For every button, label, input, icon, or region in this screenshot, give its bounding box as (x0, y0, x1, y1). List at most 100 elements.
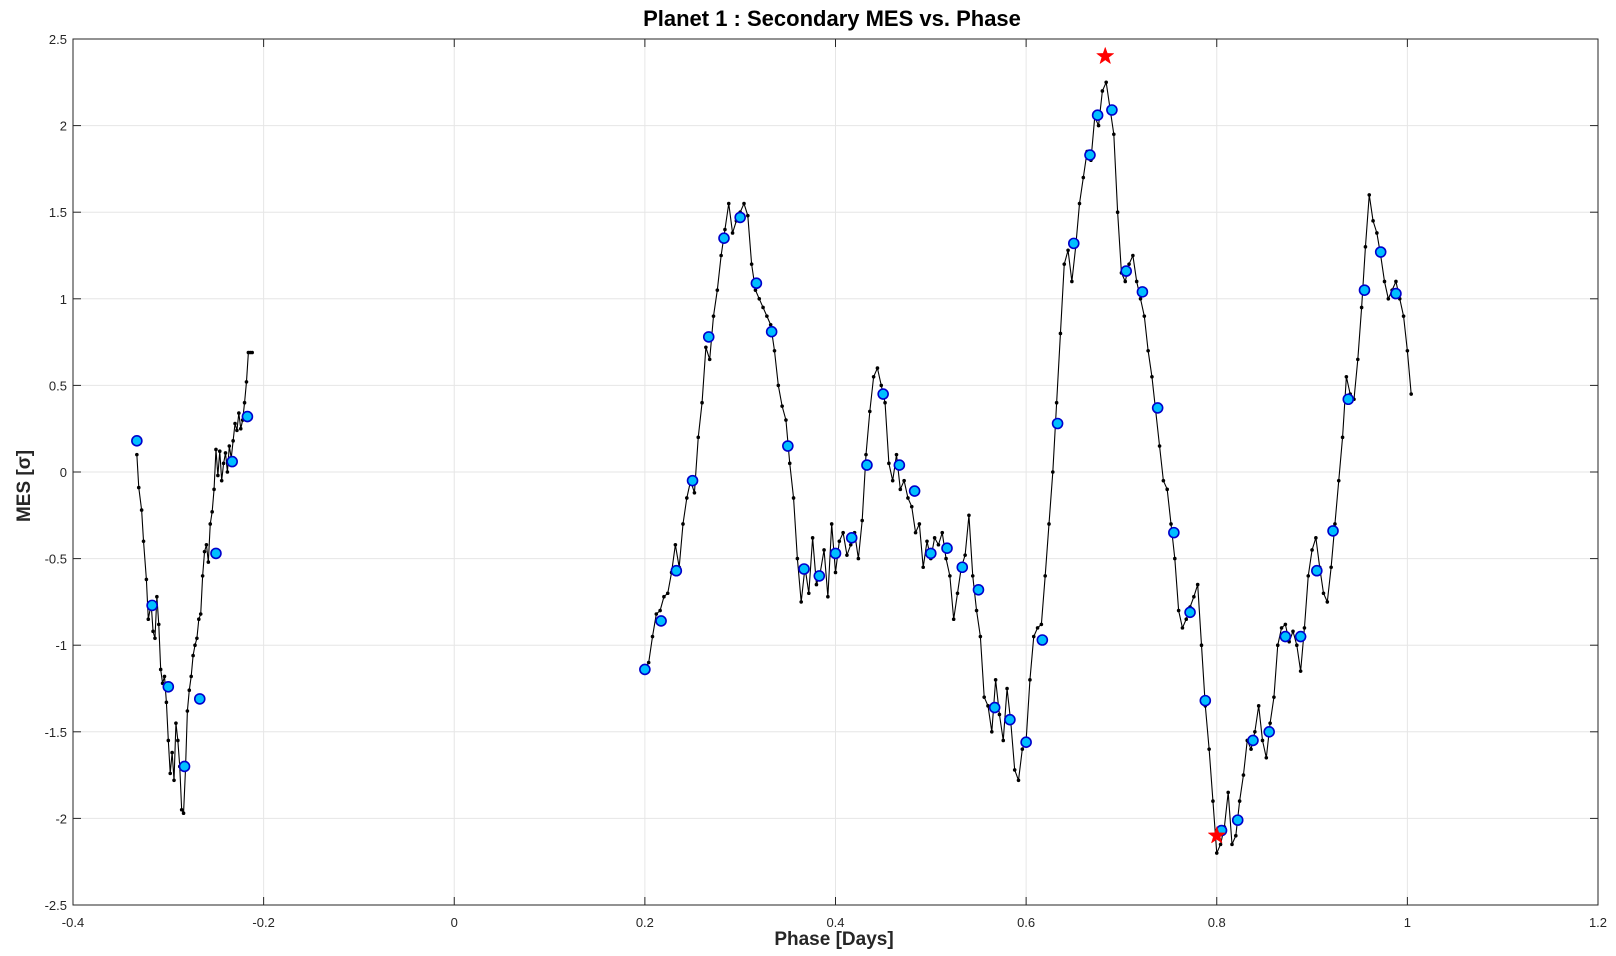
data-point (887, 461, 891, 466)
data-point (1058, 331, 1063, 336)
data-point (650, 634, 655, 639)
data-point (1020, 747, 1025, 751)
data-point (1142, 314, 1147, 318)
data-point (1359, 305, 1364, 310)
axis-ticks (72, 38, 1599, 906)
data-point (784, 418, 788, 422)
circle-marker (162, 680, 175, 693)
data-point (139, 508, 144, 512)
data-point (681, 522, 685, 526)
data-point (168, 771, 173, 776)
circle-marker (988, 701, 1001, 714)
data-point (1150, 374, 1154, 379)
y-tick-label: 1.5 (49, 205, 67, 220)
data-point (906, 496, 910, 500)
data-point (978, 634, 983, 639)
data-point (1325, 600, 1330, 604)
data-point (654, 612, 659, 616)
data-point (1302, 626, 1307, 630)
circle-marker (1342, 393, 1355, 406)
data-point (1146, 348, 1150, 353)
data-point (925, 539, 929, 544)
data-point (856, 556, 861, 561)
data-point (235, 428, 239, 433)
data-point (1249, 747, 1253, 751)
data-point (233, 421, 237, 426)
data-point (780, 404, 784, 408)
data-point (715, 288, 720, 292)
data-point (765, 314, 769, 318)
series-line (136, 351, 253, 816)
data-point (1176, 608, 1181, 613)
data-point (1344, 374, 1349, 379)
data-point (214, 447, 218, 452)
data-point (1321, 591, 1326, 596)
x-tick-label: 0.8 (1208, 915, 1226, 930)
data-point (1127, 262, 1131, 266)
data-point (1184, 617, 1189, 622)
data-point (141, 539, 146, 544)
data-point (1336, 478, 1341, 483)
data-point (700, 400, 704, 405)
circle-marker (1020, 736, 1032, 748)
data-point (1051, 470, 1055, 474)
data-point (1035, 626, 1040, 630)
data-point (1234, 833, 1238, 838)
data-point (1291, 629, 1295, 634)
data-point (753, 288, 758, 292)
data-point (1314, 536, 1318, 540)
data-point (179, 807, 184, 812)
data-point (711, 314, 716, 318)
series-circle-markers (131, 104, 1402, 837)
data-point (1112, 132, 1116, 137)
y-tick-label: -1.5 (45, 725, 67, 740)
data-point (1100, 89, 1105, 93)
data-point (864, 452, 868, 457)
data-point (1062, 262, 1067, 266)
circle-marker (1067, 237, 1080, 250)
circle-marker (861, 459, 873, 471)
circle-marker (893, 459, 906, 471)
data-point (940, 530, 945, 535)
data-point (795, 556, 800, 561)
data-point (1138, 297, 1143, 301)
data-point (206, 560, 211, 564)
x-tick-label: -0.4 (62, 915, 84, 930)
x-tick-label: 0.2 (636, 915, 654, 930)
data-point (986, 704, 990, 708)
star-marker (1207, 825, 1227, 844)
data-point (181, 811, 186, 816)
circle-marker (1151, 402, 1164, 414)
data-point (250, 350, 254, 355)
data-point (673, 542, 678, 547)
data-point (875, 366, 880, 370)
circle-marker (1247, 734, 1259, 747)
data-point (963, 553, 967, 557)
data-point (198, 612, 203, 616)
series-line (644, 80, 1412, 854)
data-point (955, 591, 960, 596)
data-point (176, 738, 180, 743)
data-point (1329, 565, 1333, 570)
data-point (665, 591, 670, 596)
data-point (746, 213, 750, 218)
data-point (1226, 790, 1230, 795)
circle-marker (765, 325, 778, 338)
data-point (1283, 622, 1288, 627)
circle-marker (718, 232, 730, 244)
circle-marker (941, 542, 953, 555)
circle-marker (193, 693, 206, 705)
circle-marker (1374, 246, 1387, 258)
data-point (153, 636, 157, 641)
data-point (845, 553, 849, 557)
circle-marker (1120, 265, 1133, 277)
data-point (726, 201, 731, 206)
data-point (1371, 219, 1375, 223)
data-point (837, 539, 842, 544)
data-point (990, 730, 994, 734)
data-point (1054, 400, 1059, 405)
data-point (1199, 643, 1204, 647)
y-tick-label: -2 (55, 811, 67, 826)
y-tick-labels: -2.5 -2 -1.5 -1 -0.5 0 0.5 1 1.5 2 2.5 (45, 32, 67, 913)
